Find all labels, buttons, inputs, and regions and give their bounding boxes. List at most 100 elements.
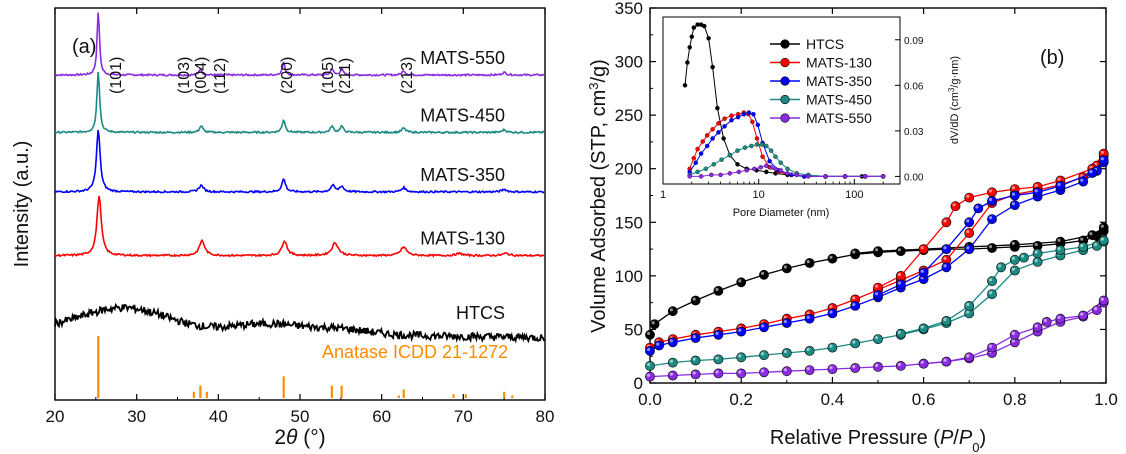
isotherm-point (667, 337, 678, 348)
isotherm-point-highlight (989, 189, 993, 193)
isotherm-point (895, 360, 906, 371)
inset-point (794, 172, 799, 178)
isotherm-point (645, 371, 655, 382)
isotherm-point-highlight (943, 317, 947, 322)
isotherm-point (645, 360, 655, 371)
inset-point (746, 110, 752, 115)
inset-point (785, 166, 790, 172)
isotherm-point-highlight (715, 356, 719, 360)
isotherm-point-highlight (783, 350, 788, 354)
isotherm-point-highlight (989, 344, 993, 348)
inset-point (722, 116, 727, 121)
isotherm-point (895, 246, 906, 257)
inset-point (719, 157, 724, 162)
isotherm-point-highlight (998, 264, 1002, 268)
isotherm-adsorption-line (649, 302, 1105, 378)
isotherm-point (736, 368, 747, 379)
inset-point (842, 174, 848, 179)
isotherm-point (1009, 200, 1020, 210)
isotherm-point-highlight (647, 362, 651, 367)
inset-point (823, 174, 828, 179)
inset-point (695, 146, 700, 152)
inset-point (710, 127, 715, 132)
isotherm-point-highlight (1043, 318, 1047, 323)
isotherm-point (690, 333, 701, 343)
inset-point (729, 117, 734, 123)
xrd-series-mats-450 (54, 72, 545, 135)
isotherm-point (964, 228, 975, 238)
isotherm-point (759, 269, 769, 280)
isotherm-point (1009, 254, 1020, 265)
inset-point (749, 143, 754, 149)
isotherm-point-highlight (1089, 170, 1093, 174)
isotherm-point (941, 244, 952, 254)
isotherm-point (1098, 295, 1109, 306)
isotherm-point-highlight (943, 219, 947, 223)
xrd-y-axis-label: Intensity (a.u.) (11, 141, 33, 268)
isotherm-point-highlight (806, 260, 810, 264)
isotherm-y-tick-label: 250 (615, 106, 643, 125)
inset-point (709, 172, 714, 178)
isotherm-point-highlight (1034, 324, 1038, 328)
isotherm-point-highlight (1034, 189, 1038, 193)
isotherm-point-highlight (897, 362, 902, 367)
isotherm-y-tick-label: 200 (615, 160, 643, 179)
isotherm-point-highlight (1034, 242, 1038, 247)
isotherm-point-highlight (1089, 165, 1093, 169)
inset-point (716, 130, 721, 135)
isotherm-point (964, 244, 975, 254)
isotherm-x-label-p: P (940, 427, 954, 449)
isotherm-point (987, 342, 997, 353)
inset-point (735, 162, 740, 167)
inset-point (754, 136, 760, 141)
isotherm-point-highlight (1034, 183, 1038, 188)
xrd-plot-area (54, 12, 545, 398)
isotherm-point-highlight (647, 347, 651, 352)
isotherm-point-highlight (897, 248, 902, 252)
isotherm-point (918, 267, 929, 278)
isotherm-x-label-close: ) (979, 427, 986, 449)
inset-x-tick-label: 10 (753, 189, 765, 201)
inset-point (768, 165, 774, 170)
isotherm-point-highlight (783, 368, 788, 372)
isotherm-point-highlight (943, 358, 947, 362)
isotherm-point (987, 214, 997, 224)
isotherm-desorption-line (923, 299, 1105, 365)
isotherm-point-highlight (651, 321, 655, 325)
isotherm-y-label-main: Volume Adsorbed (STP, cm (588, 90, 610, 333)
isotherm-point (759, 367, 769, 378)
isotherm-point (1032, 248, 1043, 259)
xrd-x-label-theta: θ (286, 426, 298, 449)
isotherm-point (736, 352, 747, 363)
isotherm-point-highlight (952, 203, 956, 207)
isotherm-point (1078, 241, 1089, 252)
isotherm-point (1055, 180, 1066, 191)
isotherm-point (827, 308, 838, 319)
inset-point (710, 64, 715, 70)
isotherm-point-highlight (1080, 312, 1084, 316)
isotherm-point-highlight (806, 347, 810, 352)
isotherm-point-highlight (738, 354, 742, 358)
isotherm-point (1087, 230, 1098, 240)
xrd-series-label: HTCS (456, 303, 505, 323)
isotherm-y-label-end: /g) (588, 59, 610, 82)
isotherm-ticks: 0.0 0.2 0.4 0.6 0.8 1.0 0 50 100 150 200 250 300 350 (615, 0, 1118, 409)
isotherm-point (950, 201, 961, 212)
inset-y-label-sup: 3 (947, 87, 956, 92)
isotherm-point (1055, 236, 1066, 247)
isotherm-point-highlight (966, 194, 970, 198)
peak-label-112: (112) (212, 58, 229, 94)
isotherm-point-highlight (966, 310, 970, 314)
isotherm-point-highlight (783, 315, 788, 319)
isotherm-x-tick-label: 1.0 (1094, 390, 1118, 409)
isotherm-point (895, 328, 906, 339)
isotherm-point (1087, 168, 1098, 178)
inset-point (722, 124, 727, 129)
isotherm-point-highlight (1100, 224, 1104, 228)
peak-label-103: (103) (176, 57, 193, 94)
isotherm-plot-area (645, 148, 1109, 382)
inset-point (704, 133, 710, 138)
inset-point (693, 160, 699, 165)
isotherm-point-highlight (1011, 202, 1016, 206)
isotherm-point-highlight (897, 272, 902, 277)
